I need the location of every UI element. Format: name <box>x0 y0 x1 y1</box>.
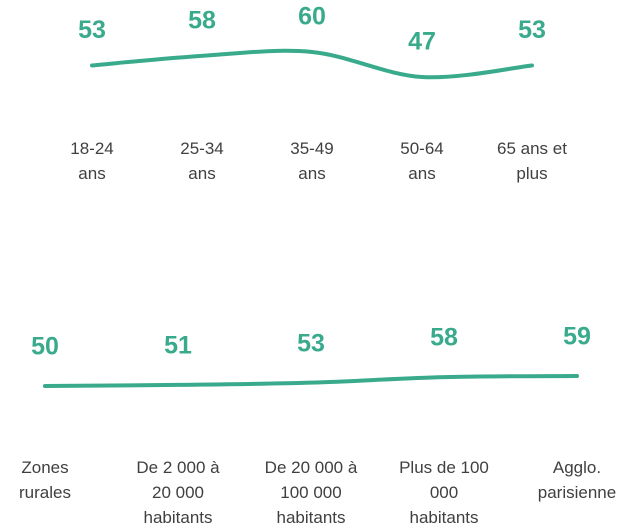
category-label: 50-64 ans <box>400 139 444 183</box>
category-label: Plus de 100 000 habitants <box>399 458 489 527</box>
value-label: 59 <box>563 323 591 351</box>
category-label: 25-34 ans <box>180 139 224 183</box>
value-label: 47 <box>408 28 436 56</box>
category-label: 18-24 ans <box>70 139 114 183</box>
value-label: 51 <box>164 331 192 359</box>
category-label: Zones rurales <box>19 458 71 502</box>
value-label: 60 <box>298 3 326 31</box>
category-label: 65 ans et plus <box>497 139 567 183</box>
category-label: Agglo. parisienne <box>537 458 617 502</box>
line <box>43 374 579 388</box>
value-label: 53 <box>78 16 106 44</box>
value-label: 53 <box>297 329 325 357</box>
category-label: De 2 000 à 20 000 habitants <box>136 458 220 527</box>
category-label: 35-49 ans <box>290 139 334 183</box>
value-label: 58 <box>188 6 216 34</box>
value-label: 50 <box>31 333 59 361</box>
value-label: 58 <box>430 324 458 352</box>
category-label: De 20 000 à 100 000 habitants <box>264 458 358 527</box>
value-label: 53 <box>518 16 546 44</box>
line <box>90 48 534 80</box>
